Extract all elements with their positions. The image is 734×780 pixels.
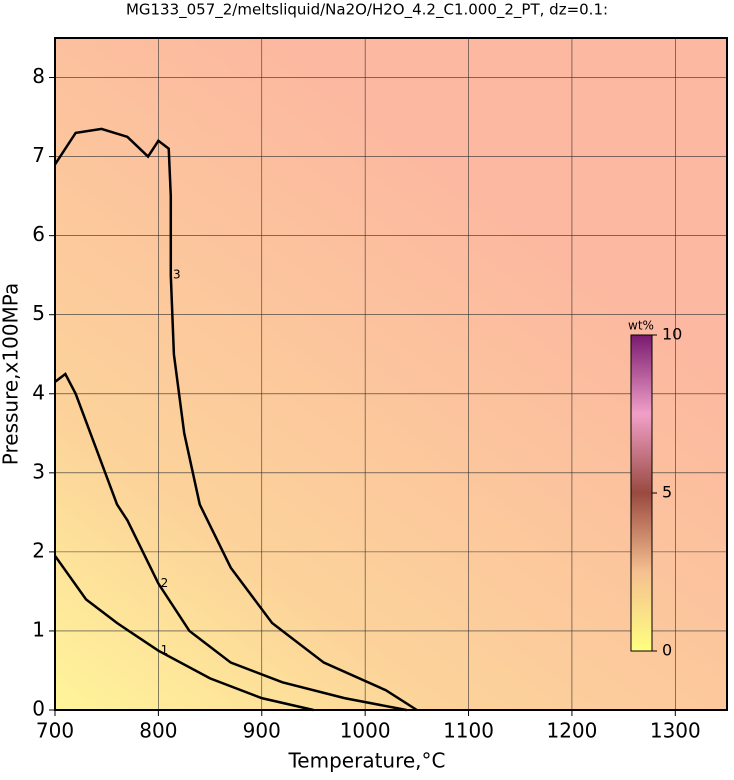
x-tick-label: 1300	[650, 719, 701, 743]
x-tick-label: 700	[36, 719, 74, 743]
plot-background	[55, 38, 727, 710]
contour-line	[53, 127, 418, 712]
x-axis-label: Temperature,°C	[287, 749, 445, 773]
colorbar	[630, 334, 653, 652]
x-tick-label: 800	[139, 719, 177, 743]
y-tick-label: 0	[32, 697, 45, 721]
x-tick-label: 1100	[443, 719, 494, 743]
colorbar-tick-label: 10	[662, 325, 682, 344]
y-tick-label: 7	[32, 143, 45, 167]
chart-title: MG133_057_2/meltsliquid/Na2O/H2O_4.2_C1.…	[126, 1, 608, 20]
y-axis-label: Pressure,x100MPa	[0, 283, 23, 465]
contour-label: 3	[173, 268, 181, 282]
colorbar-label: wt%	[628, 319, 654, 333]
x-tick-label: 1000	[340, 719, 391, 743]
y-tick-label: 6	[32, 222, 45, 246]
x-tick-label: 900	[243, 719, 281, 743]
y-tick-label: 1	[32, 617, 45, 641]
y-tick-label: 3	[32, 459, 45, 483]
contour-label: 2	[161, 576, 169, 590]
y-tick-label: 5	[32, 301, 45, 325]
plot-frame	[54, 37, 728, 711]
colorbar-tick-label: 0	[662, 641, 672, 660]
y-tick-label: 4	[32, 380, 45, 404]
contour-label: 1	[161, 643, 169, 657]
x-tick-label: 1200	[546, 719, 597, 743]
y-tick-label: 2	[32, 538, 45, 562]
contour-line	[53, 555, 314, 712]
contour-line	[54, 372, 407, 712]
y-tick-label: 8	[32, 64, 45, 88]
colorbar-tick-label: 5	[662, 483, 672, 502]
